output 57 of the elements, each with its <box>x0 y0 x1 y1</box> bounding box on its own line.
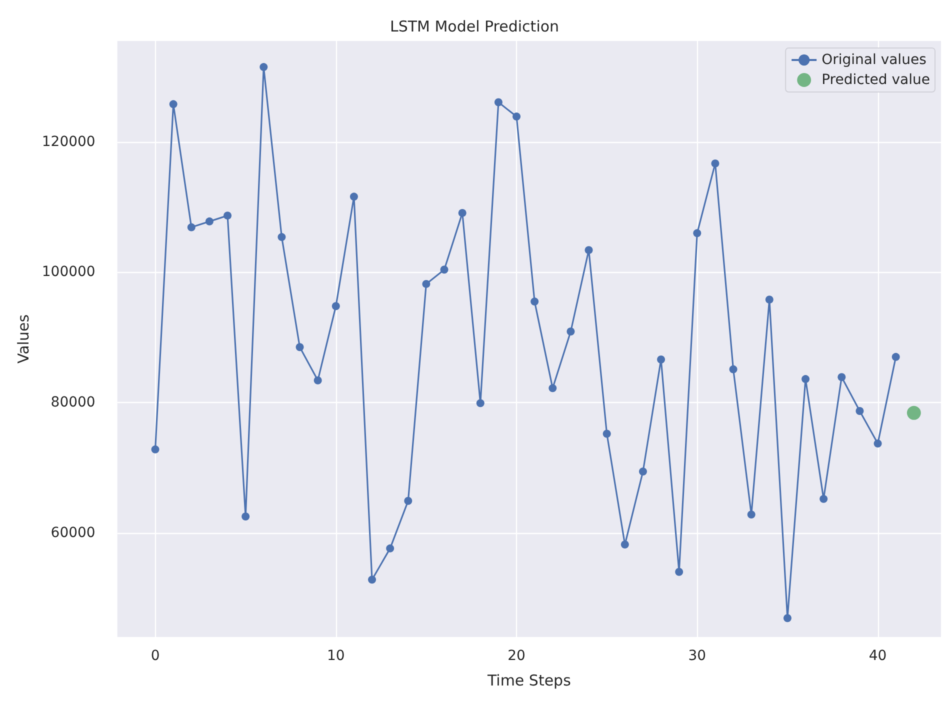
y-tick-label: 80000 <box>50 394 96 411</box>
y-tick-label: 60000 <box>50 524 96 541</box>
point <box>675 568 684 576</box>
point <box>548 384 557 392</box>
point <box>224 212 232 220</box>
point <box>765 296 774 304</box>
point <box>458 208 466 217</box>
point <box>657 356 666 364</box>
point <box>332 302 340 310</box>
point <box>620 540 629 549</box>
point <box>368 576 376 584</box>
point <box>404 496 412 505</box>
legend-label: Predicted value <box>822 72 930 88</box>
x-tick-label: 20 <box>508 648 526 664</box>
point <box>892 352 900 361</box>
y-axis-title: Values <box>14 314 32 364</box>
point <box>494 98 502 106</box>
x-tick-label: 10 <box>326 648 345 664</box>
y-tick-label: 100000 <box>42 264 96 280</box>
x-axis-title: Time Steps <box>486 672 572 690</box>
point <box>422 280 430 288</box>
point <box>566 328 575 336</box>
y-tick-label: 120000 <box>42 134 96 150</box>
point <box>906 406 921 420</box>
point <box>169 100 178 108</box>
point <box>296 343 304 352</box>
point <box>729 365 738 374</box>
chart-title: LSTM Model Prediction <box>390 18 560 36</box>
point <box>314 376 322 384</box>
point <box>205 217 214 226</box>
x-tick-label: 40 <box>868 648 887 664</box>
point <box>856 406 864 415</box>
point <box>874 440 882 448</box>
point <box>838 373 846 382</box>
point <box>820 494 828 503</box>
point <box>386 544 394 552</box>
x-tick-label: 30 <box>688 648 706 664</box>
point <box>242 512 250 520</box>
point <box>350 192 358 201</box>
point <box>151 445 160 454</box>
point <box>584 246 593 254</box>
point <box>602 430 611 438</box>
point <box>187 223 196 232</box>
point <box>440 266 448 274</box>
point <box>638 468 647 476</box>
point <box>783 614 792 622</box>
point <box>260 63 268 72</box>
point <box>530 298 539 306</box>
point <box>802 375 810 384</box>
x-tick-label: 0 <box>150 648 160 664</box>
point <box>512 112 521 121</box>
point <box>693 229 702 238</box>
point <box>476 399 484 408</box>
legend-label: Original values <box>822 52 926 68</box>
point <box>747 510 756 519</box>
point <box>278 233 286 242</box>
point <box>711 159 720 168</box>
